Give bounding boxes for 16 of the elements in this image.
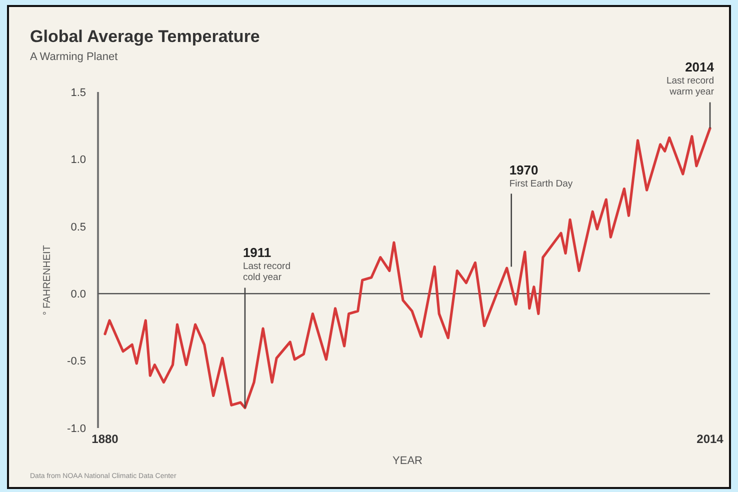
y-tick-label: 1.0 (70, 154, 86, 166)
y-tick-label: 0.5 (70, 221, 86, 234)
line-series (104, 126, 712, 410)
annotation: 2014 Last record warm year (666, 59, 715, 98)
x-tick-label: 2014 (696, 432, 724, 446)
chart-title: Global Average Temperature (30, 27, 260, 46)
x-axis-title: YEAR (392, 455, 423, 467)
y-tick-label: -0.5 (67, 356, 86, 368)
y-tick-label: 1.5 (70, 86, 86, 99)
y-tick-label: -1.0 (67, 422, 86, 435)
chart-subtitle: A Warming Planet (30, 51, 118, 63)
y-axis-title: ° FAHRENHEIT (42, 245, 53, 316)
annotation: 1970 First Earth Day (509, 162, 573, 190)
y-tick-label: 0.0 (70, 288, 86, 300)
annotation: 1911 Last record cold year (242, 244, 290, 283)
x-tick-label: 1880 (92, 432, 119, 446)
